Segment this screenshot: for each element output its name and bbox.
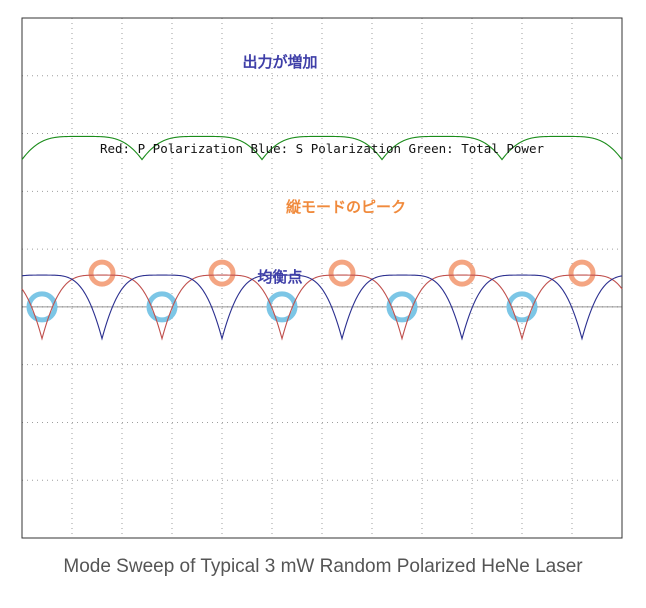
mode-peak-marker [88, 259, 116, 287]
series-lines [21, 135, 623, 341]
balance-point-marker [146, 291, 178, 323]
balance-point-marker [506, 291, 538, 323]
annotation-balance-points: 均衡点 [257, 268, 302, 286]
plot-frame [21, 17, 623, 539]
balance-point-marker [266, 291, 298, 323]
annotation-mode-peaks: 縦モードのピーク [286, 198, 406, 216]
mode-peak-marker [448, 259, 476, 287]
balance-point-marker [26, 291, 58, 323]
series-line-s-polarization [21, 274, 623, 341]
grid [22, 18, 622, 538]
series-line-p-polarization [21, 274, 623, 341]
mode-peak-marker [208, 259, 236, 287]
markers [26, 259, 596, 323]
series-line-total-power [21, 135, 623, 161]
mode-peak-marker [568, 259, 596, 287]
balance-point-marker [386, 291, 418, 323]
legend-text: Red: P Polarization Blue: S Polarization… [100, 141, 544, 156]
annotation-output-increase: 出力が増加 [242, 53, 317, 71]
mode-peak-marker [328, 259, 356, 287]
chart-caption: Mode Sweep of Typical 3 mW Random Polari… [63, 556, 583, 577]
